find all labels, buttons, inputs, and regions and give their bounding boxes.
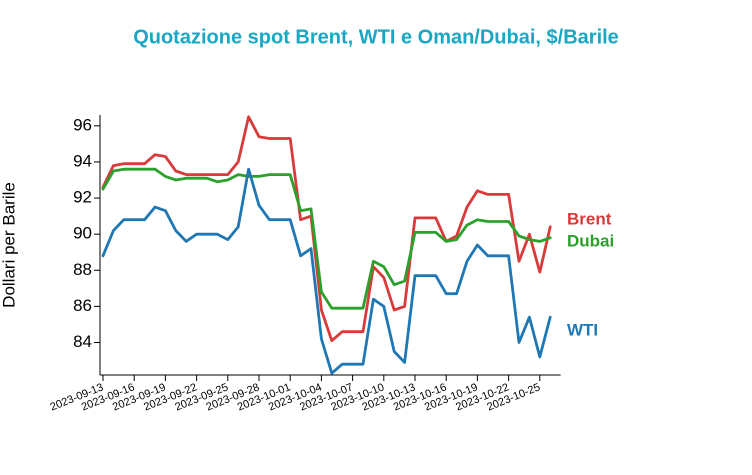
y-tick-label: 90 <box>73 224 92 243</box>
y-tick-label: 88 <box>73 260 92 279</box>
chart-title: Quotazione spot Brent, WTI e Oman/Dubai,… <box>133 26 619 48</box>
series-line <box>101 115 552 343</box>
y-tick-label: 84 <box>73 332 92 351</box>
y-tick-label: 94 <box>73 151 92 170</box>
series-end-label: Brent <box>567 209 612 228</box>
y-tick-label: 86 <box>73 296 92 315</box>
series-end-label: Dubai <box>567 231 614 250</box>
series-line <box>101 167 552 310</box>
y-tick-label: 96 <box>73 115 92 134</box>
y-tick-label: 92 <box>73 188 92 207</box>
series-end-label: WTI <box>567 321 598 340</box>
series-line <box>101 167 552 375</box>
y-axis-label: Dollari per Barile <box>0 182 18 308</box>
